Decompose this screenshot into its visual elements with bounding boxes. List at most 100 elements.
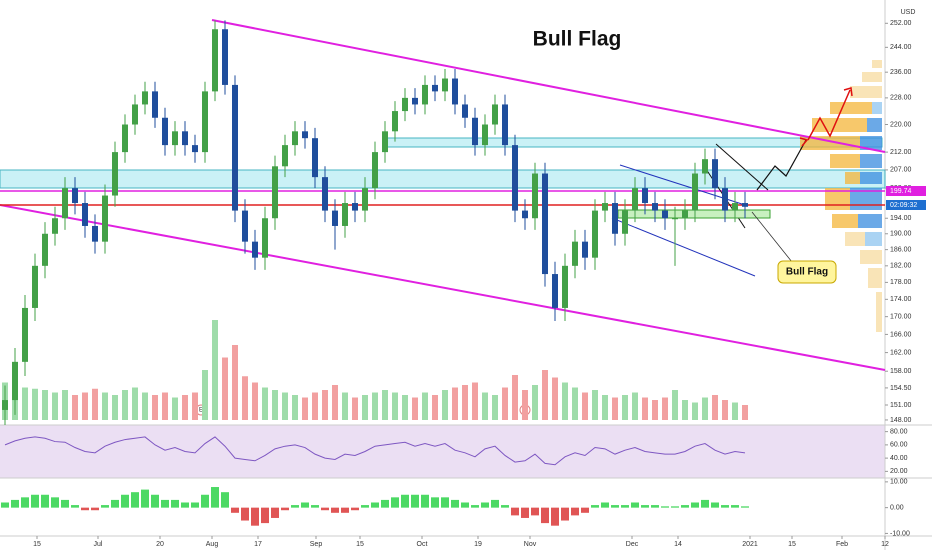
macd-bar: [421, 494, 429, 508]
volume-bar: [562, 382, 568, 420]
candle-body: [552, 274, 558, 308]
volume-bar: [52, 392, 58, 420]
candle-body: [432, 84, 438, 92]
volume-bar: [502, 387, 508, 420]
volume-bar: [722, 400, 728, 420]
macd-bar: [201, 494, 209, 508]
macd-bar: [231, 507, 239, 513]
resistance-zone: [0, 169, 886, 189]
macd-bar: [671, 506, 679, 508]
price-tag-label: 02:09:32: [890, 202, 917, 209]
volume-bar: [392, 392, 398, 420]
macd-bar: [61, 499, 69, 508]
candle-body: [62, 188, 68, 219]
macd-bar: [481, 502, 489, 508]
macd-bar: [541, 507, 549, 524]
macd-bar: [371, 502, 379, 508]
candle-body: [242, 210, 248, 242]
macd-bar: [361, 505, 369, 508]
volume-bar: [712, 395, 718, 420]
projection-path: [807, 89, 851, 141]
candle-body: [442, 78, 448, 92]
y-tick-label: 151.00: [890, 402, 912, 409]
candle-body: [172, 131, 178, 146]
y-tick-label: 190.00: [890, 231, 912, 238]
y-tick-label: 20.00: [890, 468, 908, 475]
macd-bar: [321, 507, 329, 511]
volume-bar: [92, 388, 98, 420]
volume-bar: [382, 390, 388, 420]
candle-body: [482, 124, 488, 146]
candle-body: [2, 400, 8, 410]
arrow-head: [843, 87, 853, 97]
x-tick-label: 19: [474, 541, 482, 548]
macd-bar: [51, 497, 59, 508]
macd-bar: [181, 502, 189, 508]
macd-bar: [271, 507, 279, 518]
macd-bar: [301, 502, 309, 508]
volume-bar: [632, 392, 638, 420]
macd-bar: [681, 505, 689, 508]
macd-bar: [221, 492, 229, 508]
chart-title: Bull Flag: [533, 28, 622, 51]
volume-bar: [702, 397, 708, 420]
rsi-line: [4, 436, 746, 466]
candle-body: [102, 195, 108, 242]
candle-body: [582, 241, 588, 258]
y-tick-label: 236.00: [890, 69, 912, 76]
macd-bar: [11, 499, 19, 508]
candle-body: [302, 131, 308, 139]
volume-bar: [22, 387, 28, 420]
volume-bar: [282, 392, 288, 420]
volume-bar: [572, 387, 578, 420]
macd-bar: [21, 497, 29, 508]
candle-body: [612, 203, 618, 234]
volume-bar: [442, 390, 448, 420]
macd-bar: [41, 494, 49, 508]
volume-bar: [172, 397, 178, 420]
macd-bar: [661, 506, 669, 508]
candle-body: [702, 159, 708, 174]
x-tick-label: 15: [788, 541, 796, 548]
candle-body: [362, 188, 368, 211]
macd-bar: [591, 505, 599, 508]
candle-body: [52, 218, 58, 234]
rsi-pane: [0, 425, 885, 478]
volume-bar: [202, 370, 208, 420]
macd-bar: [121, 494, 129, 508]
volume-bar: [602, 395, 608, 420]
macd-bar: [151, 494, 159, 508]
volume-bar: [692, 402, 698, 420]
drawings: [0, 19, 886, 371]
volume-bar: [652, 400, 658, 420]
volume-bar: [62, 390, 68, 420]
macd-bar: [311, 505, 319, 508]
macd-bar: [511, 507, 519, 516]
candle-body: [572, 241, 578, 266]
macd-bar: [241, 507, 249, 521]
candle-body: [162, 117, 168, 146]
macd-bar: [701, 499, 709, 508]
candle-body: [12, 361, 18, 401]
macd-bar: [81, 507, 89, 511]
y-tick-label: 186.00: [890, 246, 912, 253]
volume-bar: [162, 392, 168, 420]
candle-body: [32, 265, 38, 308]
volume-bar: [432, 395, 438, 420]
macd-bar: [641, 505, 649, 508]
candle-body: [352, 203, 358, 211]
candle-body: [222, 29, 228, 85]
volume-bar: [182, 395, 188, 420]
candle-body: [152, 91, 158, 118]
volume-bar: [222, 357, 228, 420]
volume-bar: [532, 385, 538, 420]
volume-bar: [472, 382, 478, 420]
candle-body: [292, 131, 298, 146]
x-tick-label: Jul: [94, 541, 103, 548]
y-tick-label: 0.00: [890, 504, 904, 511]
candle-body: [742, 203, 748, 207]
volume-bar: [552, 377, 558, 420]
candle-body: [142, 91, 148, 105]
y-tick-label: 228.00: [890, 95, 912, 102]
volume-bar: [312, 392, 318, 420]
